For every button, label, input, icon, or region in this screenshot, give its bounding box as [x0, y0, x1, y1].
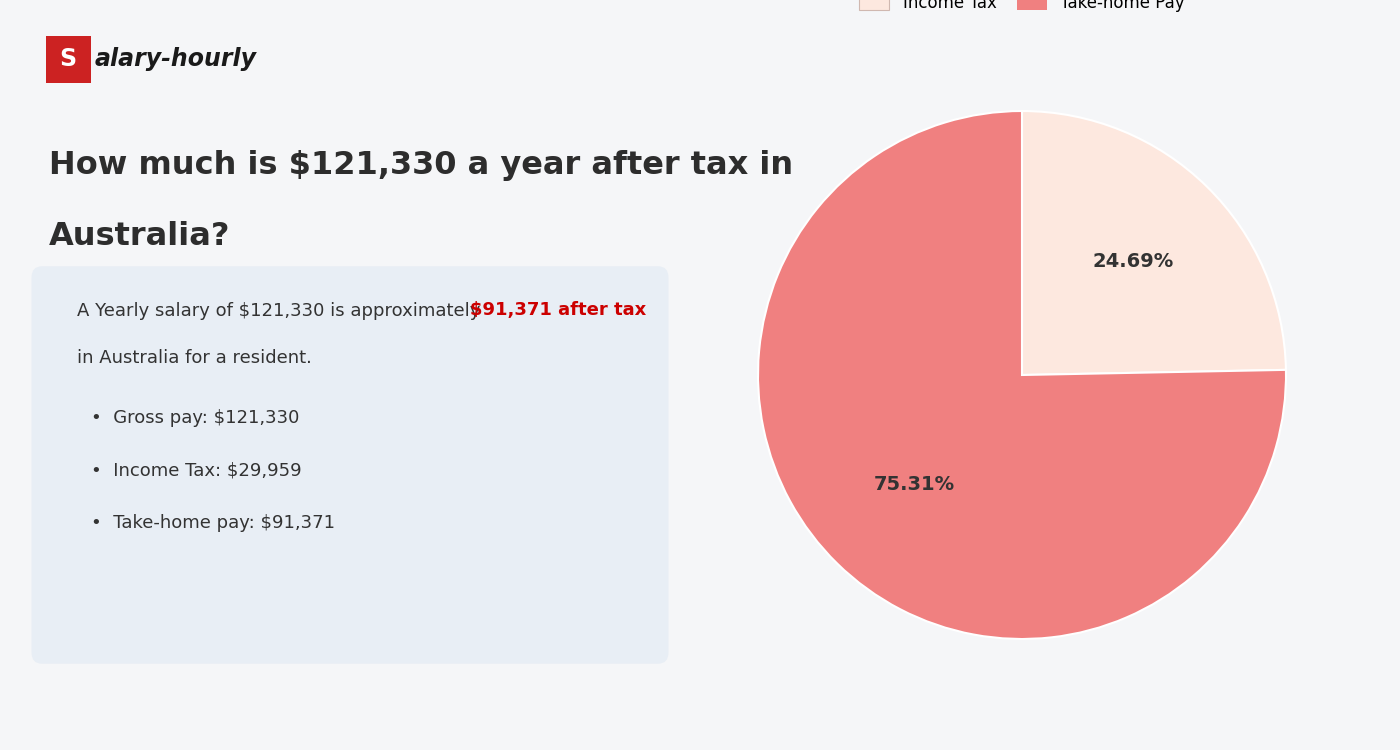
Text: Australia?: Australia?: [49, 221, 231, 252]
Text: A Yearly salary of $121,330 is approximately: A Yearly salary of $121,330 is approxima…: [77, 302, 486, 320]
Text: $91,371 after tax: $91,371 after tax: [470, 302, 645, 320]
Text: in Australia for a resident.: in Australia for a resident.: [77, 349, 312, 367]
Text: alary-hourly: alary-hourly: [95, 47, 256, 71]
Wedge shape: [1022, 111, 1287, 375]
Text: •  Gross pay: $121,330: • Gross pay: $121,330: [91, 409, 300, 427]
Legend: Income Tax, Take-home Pay: Income Tax, Take-home Pay: [853, 0, 1191, 19]
Text: S: S: [59, 47, 77, 71]
Text: 24.69%: 24.69%: [1092, 253, 1173, 272]
FancyBboxPatch shape: [31, 266, 669, 664]
Text: •  Income Tax: $29,959: • Income Tax: $29,959: [91, 461, 301, 479]
Wedge shape: [757, 111, 1287, 639]
Text: 75.31%: 75.31%: [874, 475, 955, 494]
FancyBboxPatch shape: [45, 36, 91, 82]
Text: •  Take-home pay: $91,371: • Take-home pay: $91,371: [91, 514, 335, 532]
Text: How much is $121,330 a year after tax in: How much is $121,330 a year after tax in: [49, 150, 794, 181]
